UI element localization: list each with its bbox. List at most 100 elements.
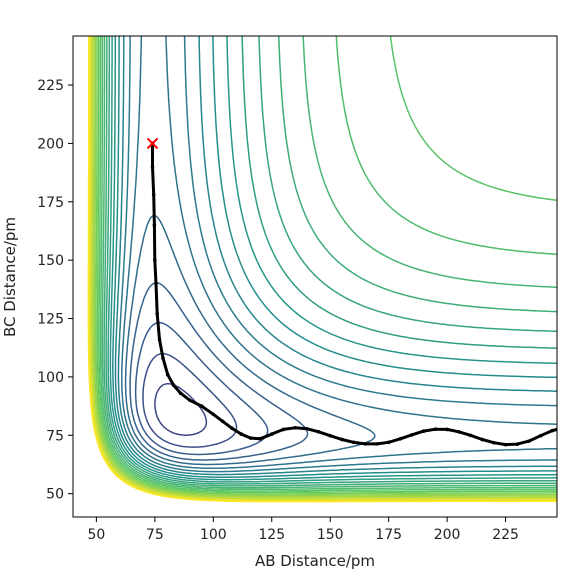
trajectory-point (258, 436, 262, 441)
contour-line (124, 214, 376, 466)
y-tick: 150 (37, 253, 73, 269)
contour-line (87, 36, 557, 503)
contour-line (91, 36, 557, 499)
x-tick-label: 175 (375, 527, 402, 543)
plot-background (73, 36, 557, 517)
contour-line (107, 36, 557, 483)
x-tick: 100 (200, 517, 227, 543)
x-tick: 125 (258, 517, 285, 543)
trajectory-point (157, 337, 162, 342)
y-tick-label: 225 (37, 78, 64, 94)
trajectory-point (199, 404, 204, 408)
y-axis: 50 75 100 125 150 175 200 225 (37, 78, 73, 503)
x-axis: 50 75 100 125 150 175 200 225 (87, 517, 519, 543)
start-marker-layer (146, 137, 159, 150)
trajectory-point (230, 426, 234, 431)
trajectory-point (171, 383, 176, 387)
contour-line (121, 36, 557, 470)
trajectory-point (328, 433, 332, 438)
x-tick: 175 (375, 517, 402, 543)
x-tick: 150 (317, 517, 344, 543)
y-tick-label: 50 (46, 487, 64, 503)
y-tick-label: 125 (37, 312, 64, 328)
trajectory-point (445, 427, 449, 432)
trajectory-point (150, 164, 155, 169)
trajectory-point (375, 442, 379, 446)
trajectory-point (386, 440, 391, 445)
trajectory-point (363, 442, 368, 446)
y-tick: 225 (37, 78, 73, 94)
contour-line (93, 36, 557, 497)
contour-line (112, 36, 557, 478)
trajectory-point (161, 356, 165, 361)
x-tick-label: 50 (87, 527, 105, 543)
trajectory-point (503, 442, 508, 447)
trajectory-point (239, 432, 244, 436)
x-tick: 225 (492, 517, 519, 543)
trajectory-point (165, 372, 170, 377)
trajectory-point (538, 433, 543, 438)
plot-frame (72, 35, 558, 518)
trajectory-point (456, 429, 461, 434)
trajectory-line (151, 143, 557, 447)
y-tick-label: 100 (37, 370, 64, 386)
trajectory-point (305, 426, 309, 431)
trajectory-point (153, 258, 157, 262)
x-tick: 75 (146, 517, 164, 543)
contour-line (92, 36, 557, 498)
y-tick: 175 (37, 195, 73, 211)
contour-line (117, 36, 557, 473)
contour-line (134, 321, 269, 456)
contour-line (99, 36, 557, 491)
trajectory-point (269, 432, 274, 436)
y-tick: 50 (46, 487, 73, 503)
contour-line (114, 36, 557, 476)
x-tick-label: 200 (434, 527, 461, 543)
y-tick-label: 200 (37, 136, 64, 152)
y-tick: 125 (37, 312, 73, 328)
trajectory-point (433, 427, 438, 432)
contour-line (105, 36, 557, 485)
contour-line (142, 352, 238, 448)
trajectory-point (550, 428, 555, 433)
trajectory-point (351, 440, 356, 445)
trajectory-point (281, 427, 286, 432)
contour-line (109, 36, 557, 481)
trajectory-point (410, 433, 414, 437)
x-tick-label: 225 (492, 527, 519, 543)
y-tick-label: 175 (37, 195, 64, 211)
y-tick: 75 (46, 428, 73, 444)
y-axis-label: BC Distance/pm (1, 217, 19, 337)
trajectory-point (220, 419, 225, 424)
y-tick: 200 (37, 136, 73, 152)
contour-line (98, 36, 557, 492)
trajectory-point (468, 433, 473, 438)
trajectory-point (154, 281, 158, 286)
trajectory-point (340, 437, 344, 442)
trajectory-point (515, 442, 520, 446)
trajectory-point (421, 429, 426, 433)
y-tick: 100 (37, 370, 73, 386)
trajectory-point (293, 426, 297, 430)
trajectory-point (178, 391, 183, 396)
x-tick: 50 (87, 517, 105, 543)
trajectory-point (152, 223, 157, 227)
x-tick-label: 150 (317, 527, 344, 543)
start-marker (146, 137, 159, 150)
x-tick-label: 100 (200, 527, 227, 543)
contour-line (88, 36, 557, 502)
x-tick-label: 125 (258, 527, 285, 543)
contour-line (101, 36, 557, 489)
contour-line (95, 36, 557, 495)
x-tick: 200 (434, 517, 461, 543)
trajectory-point (480, 437, 484, 442)
x-axis-label: AB Distance/pm (255, 552, 375, 570)
trajectory-point (527, 439, 531, 443)
trajectory-point (151, 192, 156, 197)
x-tick-label: 75 (146, 527, 164, 543)
trajectory-point (316, 429, 321, 434)
trajectory-point (398, 436, 403, 441)
y-tick-label: 150 (37, 253, 64, 269)
contour-line (89, 36, 557, 501)
